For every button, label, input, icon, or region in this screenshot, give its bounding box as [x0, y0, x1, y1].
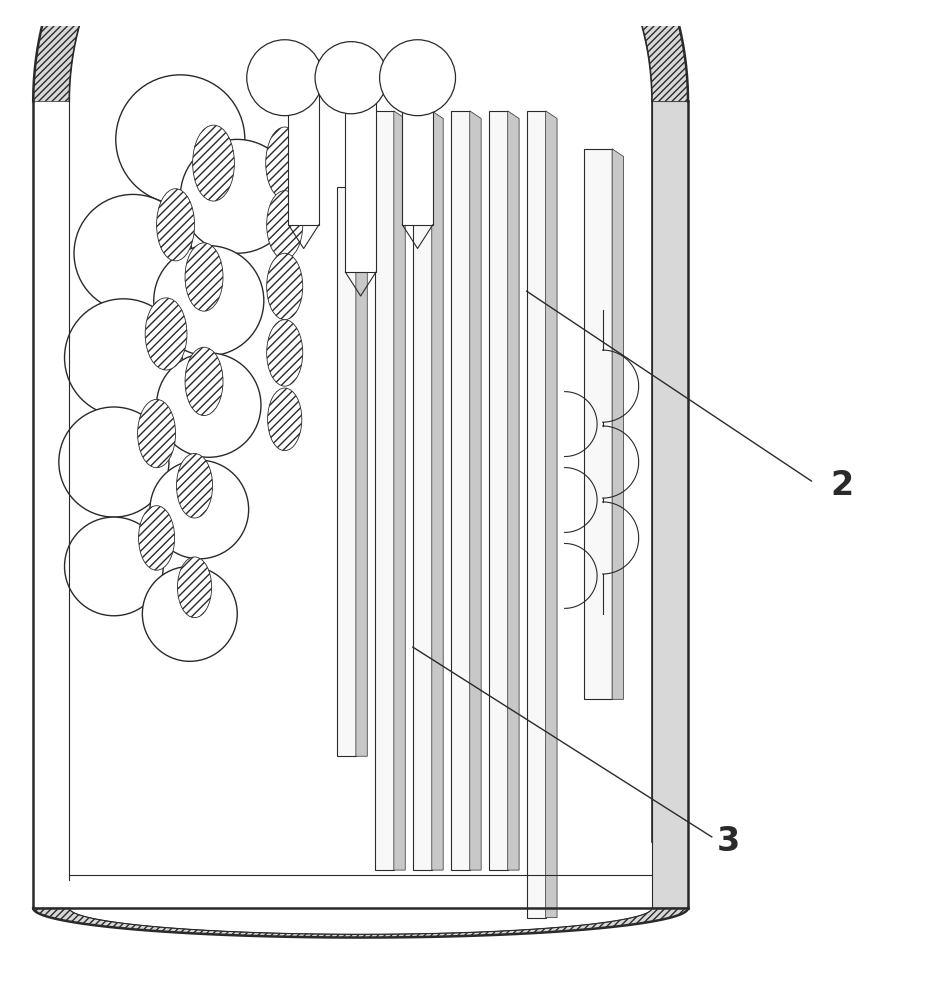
Polygon shape: [394, 111, 405, 870]
Circle shape: [247, 40, 323, 116]
Polygon shape: [584, 149, 612, 699]
Text: 2: 2: [830, 469, 853, 502]
Polygon shape: [612, 149, 623, 699]
Ellipse shape: [193, 125, 234, 201]
Ellipse shape: [177, 557, 212, 618]
Ellipse shape: [185, 347, 223, 416]
Circle shape: [154, 246, 264, 356]
Polygon shape: [432, 111, 443, 870]
Polygon shape: [451, 111, 470, 870]
Ellipse shape: [267, 191, 303, 259]
Polygon shape: [345, 92, 376, 272]
Circle shape: [59, 407, 169, 517]
Polygon shape: [356, 187, 367, 756]
Polygon shape: [489, 111, 508, 870]
Polygon shape: [546, 111, 557, 918]
Text: 3: 3: [716, 825, 739, 858]
Polygon shape: [337, 187, 356, 756]
Polygon shape: [33, 0, 688, 101]
Ellipse shape: [268, 388, 302, 451]
Ellipse shape: [139, 506, 175, 570]
Polygon shape: [652, 101, 688, 908]
Ellipse shape: [138, 399, 176, 468]
Polygon shape: [375, 111, 394, 870]
Polygon shape: [33, 0, 688, 101]
Circle shape: [65, 299, 182, 416]
Polygon shape: [508, 111, 519, 870]
Circle shape: [180, 139, 294, 253]
Circle shape: [142, 566, 237, 661]
Circle shape: [380, 40, 456, 116]
Polygon shape: [69, 101, 652, 875]
Ellipse shape: [177, 453, 213, 518]
Circle shape: [157, 353, 261, 457]
Polygon shape: [470, 111, 481, 870]
Ellipse shape: [157, 189, 195, 261]
Circle shape: [315, 42, 387, 114]
Polygon shape: [288, 92, 319, 225]
Circle shape: [65, 517, 163, 616]
Circle shape: [150, 460, 249, 559]
Polygon shape: [33, 908, 688, 938]
Ellipse shape: [266, 127, 304, 199]
Polygon shape: [402, 92, 433, 225]
Polygon shape: [33, 908, 688, 938]
Ellipse shape: [145, 298, 187, 370]
Polygon shape: [527, 111, 546, 918]
Polygon shape: [69, 0, 652, 875]
Ellipse shape: [267, 253, 303, 320]
Circle shape: [116, 75, 245, 204]
Polygon shape: [413, 111, 432, 870]
Ellipse shape: [267, 320, 303, 386]
Circle shape: [74, 194, 192, 312]
Ellipse shape: [185, 243, 223, 311]
